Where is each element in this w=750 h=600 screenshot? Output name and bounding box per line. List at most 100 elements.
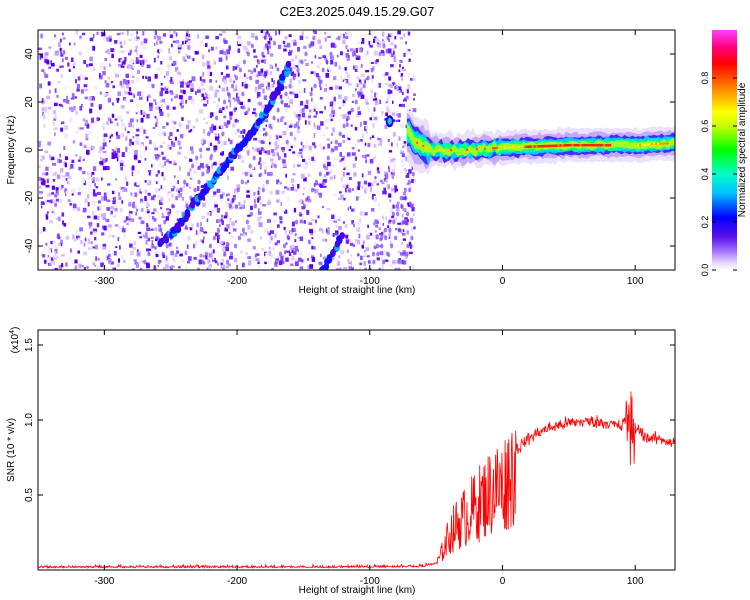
noise-cell xyxy=(125,73,130,78)
noise-cell xyxy=(347,138,351,141)
noise-streak-dot xyxy=(398,259,402,265)
noise-cell xyxy=(186,32,188,37)
noise-cell xyxy=(129,118,134,123)
noise-cell xyxy=(336,54,339,58)
noise-cell xyxy=(272,247,275,251)
carrier-core xyxy=(661,142,664,145)
noise-cell xyxy=(313,228,316,233)
noise-cell xyxy=(124,127,127,132)
noise-cell xyxy=(384,76,387,80)
noise-cell xyxy=(154,116,157,119)
noise-streak-dot xyxy=(305,99,309,105)
noise-cell xyxy=(187,120,191,124)
noise-cell xyxy=(103,126,105,131)
noise-cell xyxy=(379,139,383,144)
noise-cell xyxy=(383,249,387,255)
noise-cell xyxy=(289,91,292,95)
noise-cell xyxy=(282,130,287,136)
noise-cell xyxy=(46,199,51,203)
noise-cell xyxy=(314,71,317,76)
noise-cell xyxy=(283,153,287,158)
noise-cell xyxy=(280,96,282,102)
spectrogram-x-ticks: -300 -200 -100 0 100 xyxy=(94,30,644,287)
noise-cell xyxy=(267,49,270,55)
noise-streak-dot xyxy=(271,267,275,270)
carrier-core xyxy=(537,145,540,148)
noise-cell xyxy=(412,78,416,81)
noise-cell xyxy=(112,235,115,238)
noise-cell xyxy=(53,212,56,217)
noise-streak-dot xyxy=(406,243,410,249)
noise-streak-dot xyxy=(240,179,244,185)
noise-cell xyxy=(170,250,174,256)
carrier-core xyxy=(663,142,666,145)
noise-cell xyxy=(42,205,44,210)
noise-cell xyxy=(254,199,256,204)
noise-cell xyxy=(341,134,345,138)
noise-cell xyxy=(119,80,122,86)
noise-cell xyxy=(184,40,187,45)
noise-cell xyxy=(140,110,143,115)
noise-cell xyxy=(79,142,82,146)
noise-cell xyxy=(49,199,52,203)
noise-streak-dot xyxy=(221,267,226,270)
noise-cell xyxy=(115,146,118,152)
noise-cell xyxy=(185,53,188,58)
noise-cell xyxy=(59,153,62,158)
noise-cell xyxy=(136,92,141,96)
noise-cell xyxy=(413,179,416,182)
noise-cell xyxy=(87,241,92,245)
noise-cell xyxy=(218,125,223,129)
noise-cell xyxy=(109,258,112,264)
noise-cell xyxy=(329,102,334,107)
noise-cell xyxy=(294,245,299,251)
noise-cell xyxy=(61,263,64,268)
noise-cell xyxy=(246,197,251,201)
noise-cell xyxy=(390,171,395,176)
noise-cell xyxy=(226,49,230,55)
noise-cell xyxy=(339,159,343,163)
noise-cell xyxy=(359,211,364,216)
noise-cell xyxy=(39,57,42,60)
noise-cell xyxy=(354,238,358,243)
noise-streak-dot xyxy=(153,267,157,270)
noise-cell xyxy=(109,35,112,39)
noise-cell xyxy=(293,250,297,255)
noise-cell xyxy=(158,48,160,54)
noise-cell xyxy=(202,202,206,208)
carrier-core xyxy=(448,148,451,152)
noise-cell xyxy=(356,227,361,232)
noise-cell xyxy=(63,146,66,151)
noise-cell xyxy=(263,45,267,51)
noise-cell xyxy=(109,135,112,139)
noise-cell xyxy=(189,57,194,61)
x-tick-label: -200 xyxy=(227,576,247,587)
noise-cell xyxy=(389,158,392,163)
noise-cell xyxy=(393,160,396,164)
noise-streak-dot xyxy=(322,163,326,169)
noise-cell xyxy=(350,208,355,212)
noise-cell xyxy=(234,118,238,123)
noise-cell xyxy=(133,132,135,135)
noise-cell xyxy=(285,242,288,245)
noise-cell xyxy=(99,72,101,78)
noise-streak-dot xyxy=(310,187,314,193)
noise-cell xyxy=(179,84,184,88)
noise-cell xyxy=(301,206,306,210)
noise-cell xyxy=(358,79,362,83)
noise-cell xyxy=(47,106,52,110)
noise-cell xyxy=(77,237,80,241)
noise-cell xyxy=(390,159,395,163)
noise-cell xyxy=(208,252,213,258)
noise-cell xyxy=(413,93,416,96)
noise-cell xyxy=(284,103,289,108)
noise-cell xyxy=(212,256,215,261)
spectrogram-x-label: Height of straight line (km) xyxy=(299,285,416,296)
noise-cell xyxy=(153,218,157,222)
noise-cell xyxy=(184,156,187,159)
noise-cell xyxy=(354,126,358,131)
noise-cell xyxy=(398,69,401,73)
noise-cell xyxy=(176,246,179,249)
noise-cell xyxy=(381,110,384,115)
noise-cell xyxy=(216,234,220,240)
